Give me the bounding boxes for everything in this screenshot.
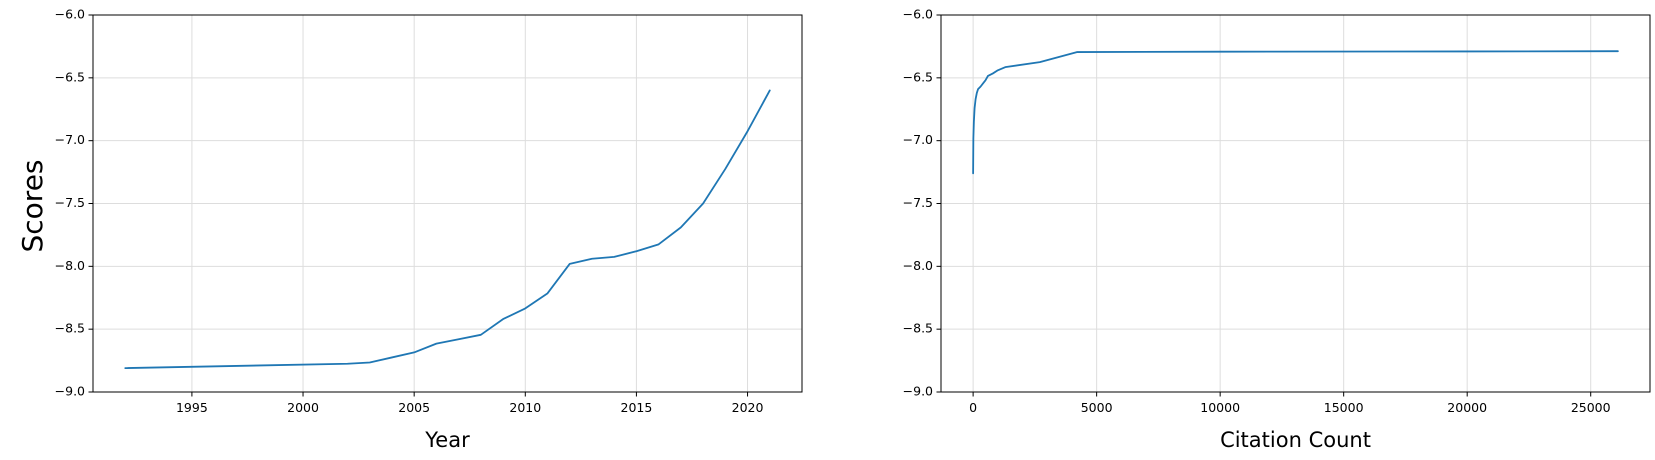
year-y-tick-label: −7.0 — [55, 132, 85, 147]
citation-y-tick-label: −8.5 — [903, 321, 933, 336]
year-y-tick-label: −7.5 — [55, 195, 85, 210]
year-grid — [93, 14, 802, 393]
year-x-axis-label: Year — [424, 428, 470, 452]
year-x-tick-label: 2010 — [509, 400, 541, 415]
citation-y-tick-label: −6.0 — [903, 7, 933, 22]
year-tick-labels: 1995 2000 2005 2010 2015 2020 −9.0 −8.5 −8.0 −7.5… — [55, 7, 764, 416]
year-ticks — [88, 14, 749, 397]
citation-series — [972, 50, 1619, 175]
year-chart-panel: 1995 2000 2005 2010 2015 2020 −9.0 −8.5 −8.0 −7.5… — [55, 7, 803, 452]
year-x-tick-label: 2015 — [621, 400, 653, 415]
citation-x-tick-label: 20000 — [1447, 400, 1487, 415]
citation-grid — [941, 14, 1650, 393]
year-y-tick-label: −8.0 — [55, 258, 85, 273]
citation-y-tick-label: −9.0 — [903, 384, 933, 399]
citation-x-tick-label: 5000 — [1081, 400, 1113, 415]
year-y-tick-label: −6.5 — [55, 69, 85, 84]
citation-tick-labels: 0 5000 10000 15000 20000 25000 −9.0 −8.5 −8.0 −7.… — [903, 7, 1611, 416]
year-x-tick-label: 2020 — [732, 400, 764, 415]
citation-chart-panel: 0 5000 10000 15000 20000 25000 −9.0 −8.5 −8.0 −7.… — [903, 7, 1651, 452]
year-x-tick-label: 2005 — [398, 400, 430, 415]
year-series-line — [124, 89, 771, 370]
year-x-tick-label: 2000 — [287, 400, 319, 415]
year-y-tick-label: −6.0 — [55, 7, 85, 22]
citation-ticks — [936, 14, 1592, 397]
citation-x-tick-label: 0 — [969, 400, 977, 415]
citation-series-line — [972, 50, 1619, 175]
figure-y-axis-label: Scores — [16, 159, 49, 252]
citation-y-tick-label: −7.5 — [903, 195, 933, 210]
citation-y-tick-label: −8.0 — [903, 258, 933, 273]
year-y-tick-label: −8.5 — [55, 321, 85, 336]
citation-y-tick-label: −6.5 — [903, 69, 933, 84]
citation-y-tick-label: −7.0 — [903, 132, 933, 147]
citation-x-tick-label: 25000 — [1571, 400, 1611, 415]
year-x-tick-label: 1995 — [176, 400, 208, 415]
citation-x-tick-label: 10000 — [1200, 400, 1240, 415]
citation-x-tick-label: 15000 — [1324, 400, 1364, 415]
year-series — [124, 89, 771, 370]
citation-x-axis-label: Citation Count — [1220, 428, 1371, 452]
year-y-tick-label: −9.0 — [55, 384, 85, 399]
